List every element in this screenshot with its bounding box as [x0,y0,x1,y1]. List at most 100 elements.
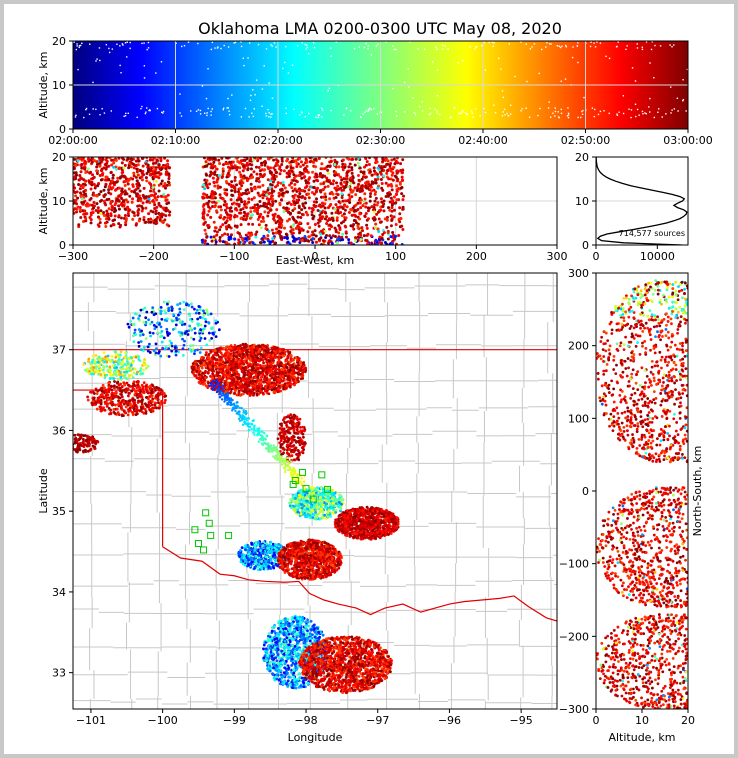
map-source [82,445,86,449]
east-west-source [135,192,139,196]
east-west-source [336,205,340,209]
map-source [149,387,153,391]
east-west-source [160,215,164,219]
time-height-gap [508,43,510,45]
east-west-source [244,237,248,241]
map-source [177,330,181,334]
time-height-gap [449,116,451,119]
east-west-source [361,204,365,208]
map-source [67,439,70,442]
east-west-source [208,157,212,160]
east-west-source [254,179,258,183]
east-west-source [167,213,171,217]
east-west-source [242,214,246,218]
map-source [122,388,125,392]
east-west-source [205,235,209,239]
time-height-gap [630,109,633,111]
east-west-source [341,238,345,242]
east-west-source [366,186,370,190]
time-height-gap [552,112,554,115]
east-west-source [378,170,382,174]
east-west-source [298,157,302,160]
east-west-source [155,198,159,202]
east-west-source [76,205,80,209]
time-height-gap [501,90,504,92]
east-west-source [314,157,318,161]
east-west-source [280,157,284,161]
map-source [67,446,70,449]
east-west-source [320,211,324,215]
east-west-source [272,189,276,193]
east-west-source [370,205,374,209]
map-source [127,401,130,405]
time-height-gap [149,109,151,112]
time-height-gap [252,115,255,118]
map-source [174,353,178,357]
east-west-source [352,227,356,231]
time-height-gap [558,45,560,47]
east-west-source [341,162,345,166]
east-west-source [104,182,108,186]
map-source [108,388,112,392]
time-height-gap [297,45,299,47]
east-west-source [289,202,293,206]
map-source [148,404,152,408]
map-source [153,401,157,405]
east-west-source [108,182,112,186]
map-source [114,355,118,359]
time-height-gap [560,112,563,115]
time-height-gap [365,110,368,112]
map-source [86,367,89,371]
map-source [120,367,124,371]
map-source [106,368,110,372]
map-source [206,313,210,317]
east-west-source [105,198,109,202]
east-west-source [349,190,353,194]
east-west-source [385,225,389,229]
east-west-source [219,196,223,200]
time-height-gap [318,114,321,116]
east-west-source [291,189,295,193]
east-west-source [356,185,360,189]
time-height-gap [268,111,270,114]
time-height-gap [590,41,592,43]
map-source [147,401,151,404]
time-height-gap [557,116,560,118]
east-west-source [334,170,338,174]
east-west-source [285,175,289,179]
east-west-source [272,158,276,162]
map-source [152,313,156,317]
map-source [66,439,69,442]
east-west-source [117,222,121,226]
time-height-gap [475,108,477,110]
east-west-source [347,165,351,169]
east-west-source [216,184,220,188]
east-west-source [232,186,236,190]
east-west-source [361,175,365,179]
east-west-source [295,198,299,202]
time-height-gap [79,44,82,47]
time-height-gap [483,107,485,110]
map-source [102,371,106,375]
east-west-source [304,157,308,161]
east-west-source [136,197,140,201]
east-west-source [202,203,206,207]
east-west-source [343,224,347,228]
east-west-source [79,184,83,188]
map-source [144,410,148,413]
map-source [73,433,77,437]
map-source [210,337,214,340]
east-west-source [229,235,233,239]
map-source [87,360,90,363]
time-height-gap [273,42,276,44]
east-west-source [142,173,146,177]
east-west-source [363,214,367,218]
time-height-gap [98,47,101,49]
map-source [94,442,98,446]
east-west-source [315,240,319,244]
map-source [108,377,112,380]
east-west-source [386,191,390,195]
time-height-gap [255,79,258,81]
east-west-source [105,159,109,163]
time-height-grid [73,41,688,129]
